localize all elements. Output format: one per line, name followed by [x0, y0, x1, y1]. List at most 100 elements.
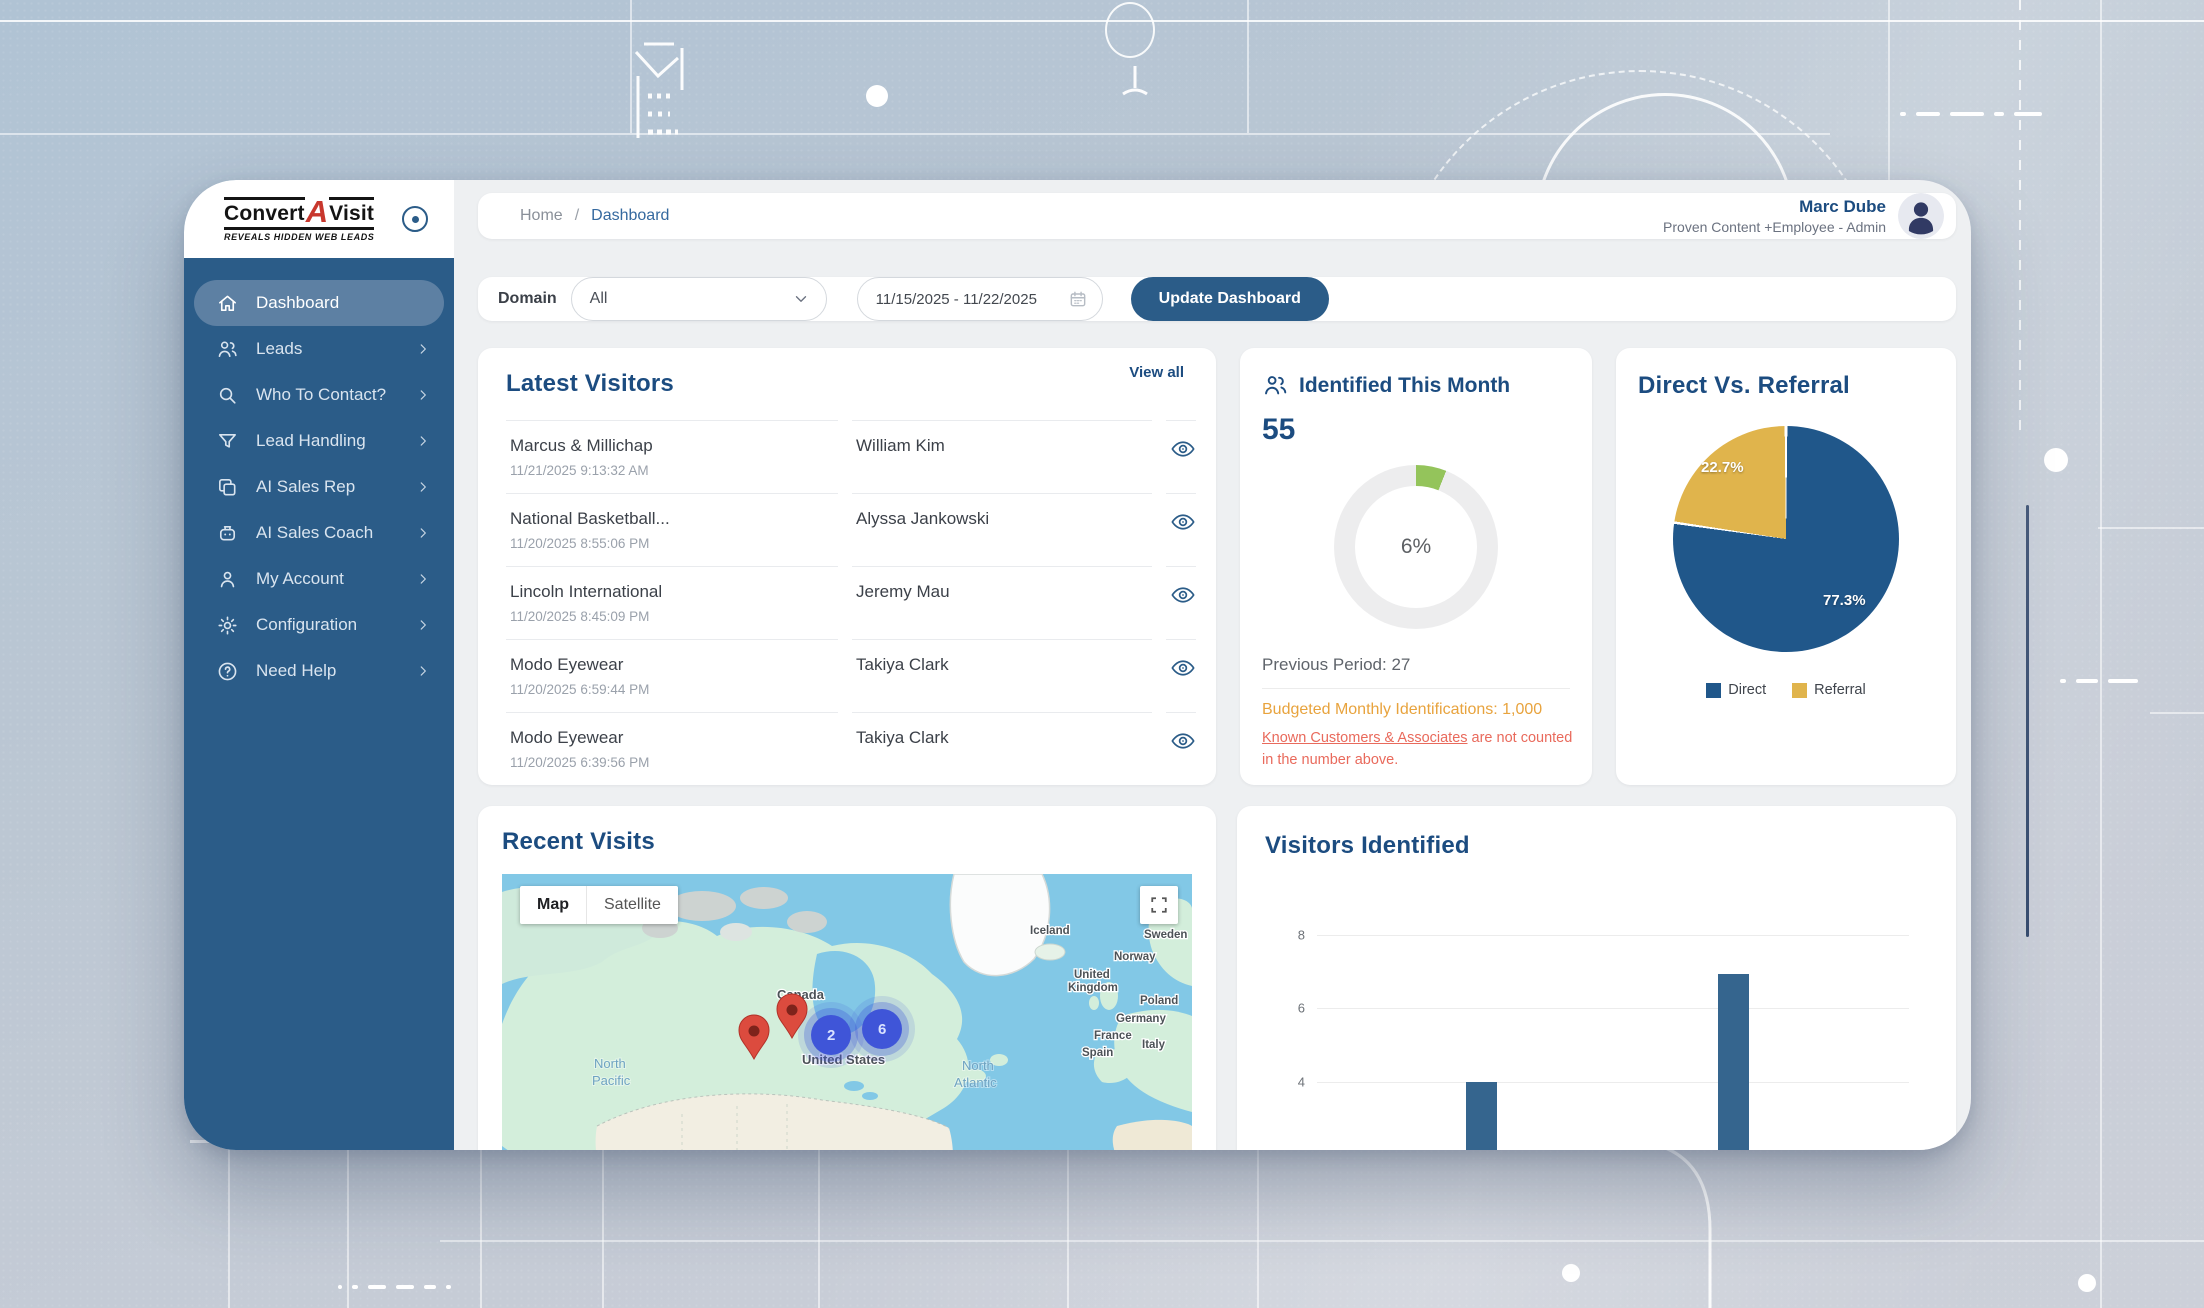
cluster-count: 6: [878, 1021, 886, 1038]
date-range-input[interactable]: 11/15/2025 - 11/22/2025: [856, 277, 1103, 321]
avatar[interactable]: [1898, 193, 1944, 239]
chevron-right-icon: [420, 574, 426, 584]
recent-visits-map[interactable]: Canada United States Iceland Sweden Norw…: [502, 874, 1192, 1150]
funnel-icon: [219, 433, 236, 448]
filter-bar: Domain All 11/15/2025 - 11/22/2025 Updat…: [478, 277, 1956, 321]
map-fullscreen-button[interactable]: [1140, 886, 1178, 924]
latest-visitors-title: Latest Visitors: [506, 370, 674, 397]
y-tick: 6: [1297, 1000, 1305, 1016]
map-label-spain: Spain: [1082, 1047, 1113, 1059]
map-label-poland: Poland: [1140, 995, 1178, 1007]
brand-logo: Convert A Visit REVEALS HIDDEN WEB LEADS: [224, 193, 375, 242]
logo-area: Convert A Visit REVEALS HIDDEN WEB LEADS: [184, 180, 454, 258]
sidebar-item-configuration[interactable]: Configuration: [194, 602, 444, 648]
direct-slice-label: 77.3%: [1823, 592, 1866, 609]
note-text: Known Customers & Associates are not cou…: [1262, 728, 1580, 772]
sidebar-item-leads[interactable]: Leads: [194, 326, 444, 372]
note-after-link: are not counted in the number above.: [1262, 730, 1573, 768]
map-label-united-kingdom: United: [1074, 969, 1110, 981]
view-visitor-button[interactable]: [1166, 712, 1196, 785]
view-visitor-button[interactable]: [1166, 639, 1196, 712]
breadcrumb-separator: /: [574, 207, 580, 224]
sidebar-item-who-to-contact[interactable]: Who To Contact?: [194, 372, 444, 418]
chevron-right-icon: [420, 390, 426, 400]
sidebar-item-label: Who To Contact?: [256, 385, 387, 404]
view-visitor-button[interactable]: [1166, 420, 1196, 493]
logo-word-2: Visit: [329, 196, 375, 224]
sidebar-collapse-toggle-icon[interactable]: [402, 206, 428, 232]
copy-icon: [219, 478, 236, 496]
header-bar: Home / Dashboard Marc Dube Proven Conten…: [478, 193, 1956, 239]
latest-visitors-card: Latest Visitors View all Marcus & Millic…: [478, 348, 1216, 785]
user-role: Proven Content +Employee - Admin: [1663, 219, 1886, 235]
identified-this-month-card: Identified This Month 55 6% Previous Per…: [1240, 348, 1592, 785]
sidebar-item-ai-sales-coach[interactable]: AI Sales Coach: [194, 510, 444, 556]
visitor-row: Modo Eyewear 11/20/2025 6:39:56 PM Takiya…: [506, 712, 1196, 785]
chevron-right-icon: [420, 620, 426, 630]
eye-icon: [1171, 514, 1195, 530]
map-pin-icon[interactable]: [738, 1014, 770, 1061]
chevron-right-icon: [420, 436, 426, 446]
map-label-germany: Germany: [1116, 1013, 1166, 1025]
user-name[interactable]: Marc Dube: [1799, 197, 1886, 216]
visitor-timestamp: 11/20/2025 8:55:06 PM: [510, 536, 650, 551]
sidebar-item-ai-sales-rep[interactable]: AI Sales Rep: [194, 464, 444, 510]
visitor-timestamp: 11/20/2025 6:59:44 PM: [510, 682, 650, 697]
visitor-name: Takiya Clark: [856, 728, 949, 747]
visitor-name: Takiya Clark: [856, 655, 949, 674]
map-cluster-2[interactable]: 2: [798, 1002, 864, 1068]
logo-word-1: Convert: [224, 196, 305, 224]
map-label-north-atlantic: North: [962, 1058, 994, 1073]
legend-label: Referral: [1814, 682, 1866, 698]
breadcrumb-home-link[interactable]: Home: [520, 207, 563, 224]
identified-this-month-title: Identified This Month: [1299, 373, 1511, 397]
domain-select[interactable]: All: [570, 277, 827, 321]
map-pin-icon[interactable]: [776, 993, 808, 1040]
sidebar-nav: Dashboard Leads Who To Contact? Lead Han…: [184, 258, 454, 694]
budget-text: Budgeted Monthly Identifications: 1,000: [1262, 701, 1543, 718]
direct-swatch: [1706, 682, 1722, 698]
map-label-north-atlantic-2: Atlantic: [954, 1075, 997, 1090]
sidebar-item-my-account[interactable]: My Account: [194, 556, 444, 602]
sidebar-item-label: AI Sales Coach: [256, 523, 374, 542]
fullscreen-icon: [1151, 897, 1167, 913]
view-visitor-button[interactable]: [1166, 566, 1196, 639]
sidebar-item-lead-handling[interactable]: Lead Handling: [194, 418, 444, 464]
users-icon: [218, 340, 237, 357]
view-visitor-button[interactable]: [1166, 493, 1196, 566]
divider: [1262, 688, 1570, 689]
search-icon: [219, 387, 236, 404]
referral-swatch: [1792, 682, 1808, 698]
sidebar-item-need-help[interactable]: Need Help: [194, 648, 444, 694]
map-label-italy: Italy: [1142, 1039, 1166, 1051]
identified-gauge-chart: 6%: [1334, 465, 1498, 629]
satellite-button[interactable]: Satellite: [586, 886, 678, 924]
map-button[interactable]: Map: [520, 886, 586, 924]
recent-visits-title: Recent Visits: [502, 828, 655, 855]
visitor-row: Lincoln International 11/20/2025 8:45:09 …: [506, 566, 1196, 639]
map-label-united-states: United States: [802, 1052, 885, 1067]
breadcrumb-current[interactable]: Dashboard: [591, 207, 670, 224]
map-label-north-pacific-2: Pacific: [592, 1073, 631, 1088]
cards-row-top: Latest Visitors View all Marcus & Millic…: [478, 348, 1956, 785]
legend-item-referral: Referral: [1792, 682, 1866, 698]
sidebar-item-dashboard[interactable]: Dashboard: [194, 280, 444, 326]
legend-item-direct: Direct: [1706, 682, 1766, 698]
chevron-right-icon: [420, 482, 426, 492]
view-all-link[interactable]: View all: [1129, 364, 1184, 381]
update-dashboard-button[interactable]: Update Dashboard: [1130, 277, 1329, 321]
chevron-down-icon: [795, 296, 806, 302]
map-label-norway: Norway: [1114, 951, 1156, 963]
map-cluster-6[interactable]: 6: [849, 996, 915, 1062]
user-block: Marc Dube Proven Content +Employee - Adm…: [1663, 193, 1944, 239]
sidebar-item-label: Configuration: [256, 615, 358, 634]
logo-accent-letter: A: [305, 193, 329, 229]
visitor-name: William Kim: [856, 436, 945, 455]
home-icon: [219, 295, 236, 311]
sidebar-item-label: Need Help: [256, 661, 337, 680]
sidebar-item-label: AI Sales Rep: [256, 477, 356, 496]
calendar-icon: [1070, 291, 1086, 307]
known-customers-link[interactable]: Known Customers & Associates: [1262, 730, 1468, 746]
recent-visits-card: Recent Visits: [478, 806, 1216, 1150]
visitor-row: Modo Eyewear 11/20/2025 6:59:44 PM Takiya…: [506, 639, 1196, 712]
